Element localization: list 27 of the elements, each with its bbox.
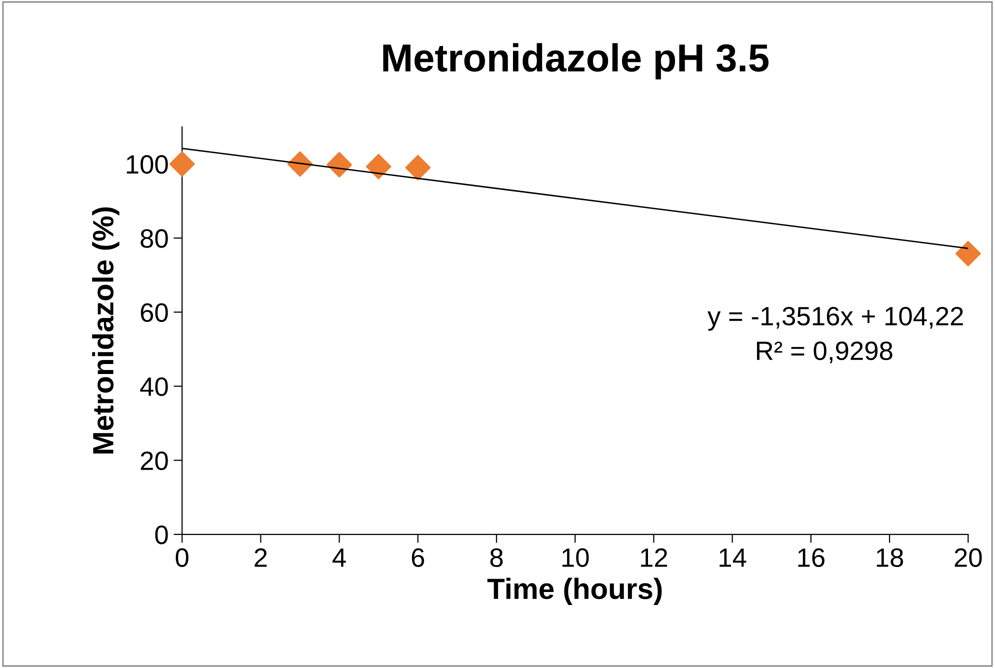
- x-tick-label: 10: [562, 548, 589, 567]
- point: [366, 154, 392, 180]
- x-tick-label: 18: [876, 548, 904, 567]
- y-tick-label: 20: [140, 451, 168, 470]
- x-tick-label: 6: [412, 548, 424, 567]
- annotation: R² = 0,9298: [757, 341, 892, 364]
- chart-title: Metronidazole pH 3.5: [383, 43, 769, 80]
- point: [326, 152, 352, 178]
- y-tick-label: 100: [126, 155, 168, 174]
- point: [169, 151, 195, 177]
- y-tick-label: 80: [140, 229, 168, 248]
- x-tick-label: 12: [641, 548, 668, 567]
- annotation: y = -1,3516x + 104,22: [708, 306, 963, 331]
- point: [955, 240, 981, 266]
- x-tick-label: 2: [254, 548, 267, 567]
- y-tick-label: 60: [140, 303, 168, 322]
- x-tick-label: 20: [954, 548, 982, 567]
- y-tick-label: 0: [155, 526, 168, 544]
- x-tick-label: 4: [332, 548, 346, 567]
- x-axis-title: Time (hours): [487, 578, 662, 605]
- y-axis-title: Metronidazole (%): [92, 207, 120, 454]
- x-tick-label: 14: [720, 548, 746, 567]
- x-tick-label: 16: [798, 548, 824, 567]
- point: [405, 154, 431, 180]
- x-tick-label: 0: [176, 548, 188, 567]
- x-tick-label: 8: [490, 548, 503, 567]
- y-tick-label: 40: [140, 377, 168, 396]
